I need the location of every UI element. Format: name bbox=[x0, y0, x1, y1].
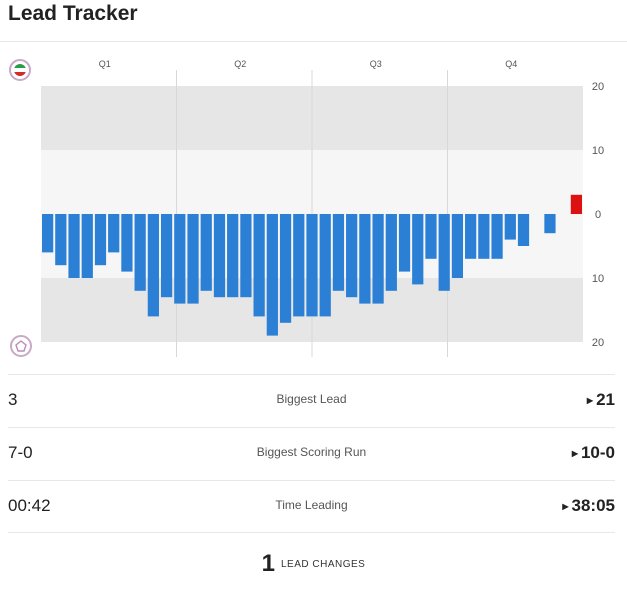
divider bbox=[8, 532, 615, 533]
quarter-label: Q4 bbox=[505, 59, 517, 69]
lead-bar-away bbox=[306, 214, 318, 317]
lead-bar-away bbox=[398, 214, 411, 272]
lead-bar-away bbox=[465, 214, 477, 259]
lead-bar-away bbox=[412, 214, 424, 285]
stat-left-value: 7-0 bbox=[8, 443, 33, 462]
team-logo-bottom bbox=[10, 335, 32, 357]
lead-bar-away bbox=[346, 214, 358, 298]
stat-left-value: 00:42 bbox=[8, 496, 51, 515]
lead-bar-away bbox=[517, 214, 530, 246]
lead-bar-away bbox=[174, 214, 186, 304]
lead-bar-away bbox=[200, 214, 212, 291]
quarter-label: Q3 bbox=[370, 59, 382, 69]
lead-bar-away bbox=[359, 214, 371, 304]
leader-arrow-icon: ▶ bbox=[586, 396, 594, 406]
lead-bars bbox=[42, 194, 582, 336]
lead-bar-away bbox=[68, 214, 80, 278]
lead-bar-away bbox=[279, 214, 292, 323]
lead-bar-away bbox=[121, 214, 133, 272]
lead-bar-away bbox=[385, 214, 397, 291]
leader-arrow-icon: ▶ bbox=[562, 502, 569, 512]
stat-right-number: 10-0 bbox=[580, 443, 615, 462]
lead-bar-away bbox=[160, 214, 173, 298]
lead-bar-away bbox=[187, 214, 199, 304]
lead-bar-away bbox=[504, 214, 516, 240]
lead-bar-away bbox=[425, 214, 437, 259]
lead-tracker-chart: Q1 Q2 Q3 Q4 20 10 0 10 20 bbox=[41, 59, 604, 357]
y-tick-label: 20 bbox=[592, 337, 604, 349]
quarter-labels: Q1 Q2 Q3 Q4 bbox=[99, 59, 518, 69]
lead-bar-away bbox=[253, 214, 265, 317]
quarter-label: Q1 bbox=[99, 59, 111, 69]
lead-bar-home bbox=[570, 194, 582, 214]
lead-bar-away bbox=[108, 214, 120, 253]
lead-bar-away bbox=[319, 214, 331, 317]
y-tick-labels: 20 10 0 10 20 bbox=[592, 81, 604, 349]
iran-flag-icon bbox=[14, 64, 26, 76]
divider bbox=[0, 41, 627, 42]
lead-bar-away bbox=[544, 214, 556, 234]
lead-bar-away bbox=[332, 214, 345, 291]
y-tick-label: 10 bbox=[592, 145, 604, 157]
lead-bar-away bbox=[293, 214, 305, 317]
stat-right-number: 38:05 bbox=[571, 496, 615, 515]
lead-bar-away bbox=[372, 214, 384, 304]
lead-bar-away bbox=[81, 214, 93, 278]
quarter-label: Q2 bbox=[234, 59, 246, 69]
lead-bar-away bbox=[240, 214, 252, 298]
stat-right-value: ▶ 21 bbox=[587, 390, 615, 410]
lead-bar-away bbox=[94, 214, 107, 266]
stat-left-value: 3 bbox=[8, 390, 18, 409]
crest-icon bbox=[15, 340, 27, 352]
lead-bar-away bbox=[134, 214, 146, 291]
y-tick-label: 20 bbox=[592, 81, 604, 93]
lead-bar-away bbox=[478, 214, 490, 259]
lead-bar-away bbox=[438, 214, 450, 291]
lead-changes: 1 LEAD CHANGES bbox=[0, 550, 627, 578]
stat-row-biggest-scoring-run: 7-0 Biggest Scoring Run ▶ 10-0 bbox=[8, 427, 615, 480]
lead-changes-label: LEAD CHANGES bbox=[281, 558, 366, 570]
lead-bar-away bbox=[227, 214, 239, 298]
y-tick-label: 10 bbox=[592, 273, 604, 285]
lead-bar-away bbox=[266, 214, 278, 336]
lead-bar-away bbox=[55, 214, 67, 266]
leader-arrow-icon: ▶ bbox=[571, 449, 578, 459]
stat-right-value: ▶ 10-0 bbox=[572, 443, 615, 463]
stat-label: Time Leading bbox=[275, 498, 348, 512]
team-logo-top bbox=[9, 59, 31, 81]
stat-row-biggest-lead: 3 Biggest Lead ▶ 21 bbox=[8, 374, 615, 427]
stat-label: Biggest Lead bbox=[276, 392, 347, 406]
lead-bar-away bbox=[491, 214, 503, 259]
page-title: Lead Tracker bbox=[8, 2, 138, 25]
lead-bar-away bbox=[451, 214, 464, 278]
stat-right-number: 21 bbox=[596, 390, 615, 409]
stat-label: Biggest Scoring Run bbox=[256, 445, 367, 459]
lead-changes-count: 1 bbox=[261, 550, 275, 577]
lead-bar-away bbox=[213, 214, 226, 298]
lead-bar-away bbox=[147, 214, 159, 317]
stat-row-time-leading: 00:42 Time Leading ▶ 38:05 bbox=[8, 480, 615, 533]
stat-right-value: ▶ 38:05 bbox=[562, 496, 615, 516]
lead-bar-away bbox=[42, 214, 54, 253]
y-tick-label: 0 bbox=[595, 209, 601, 221]
